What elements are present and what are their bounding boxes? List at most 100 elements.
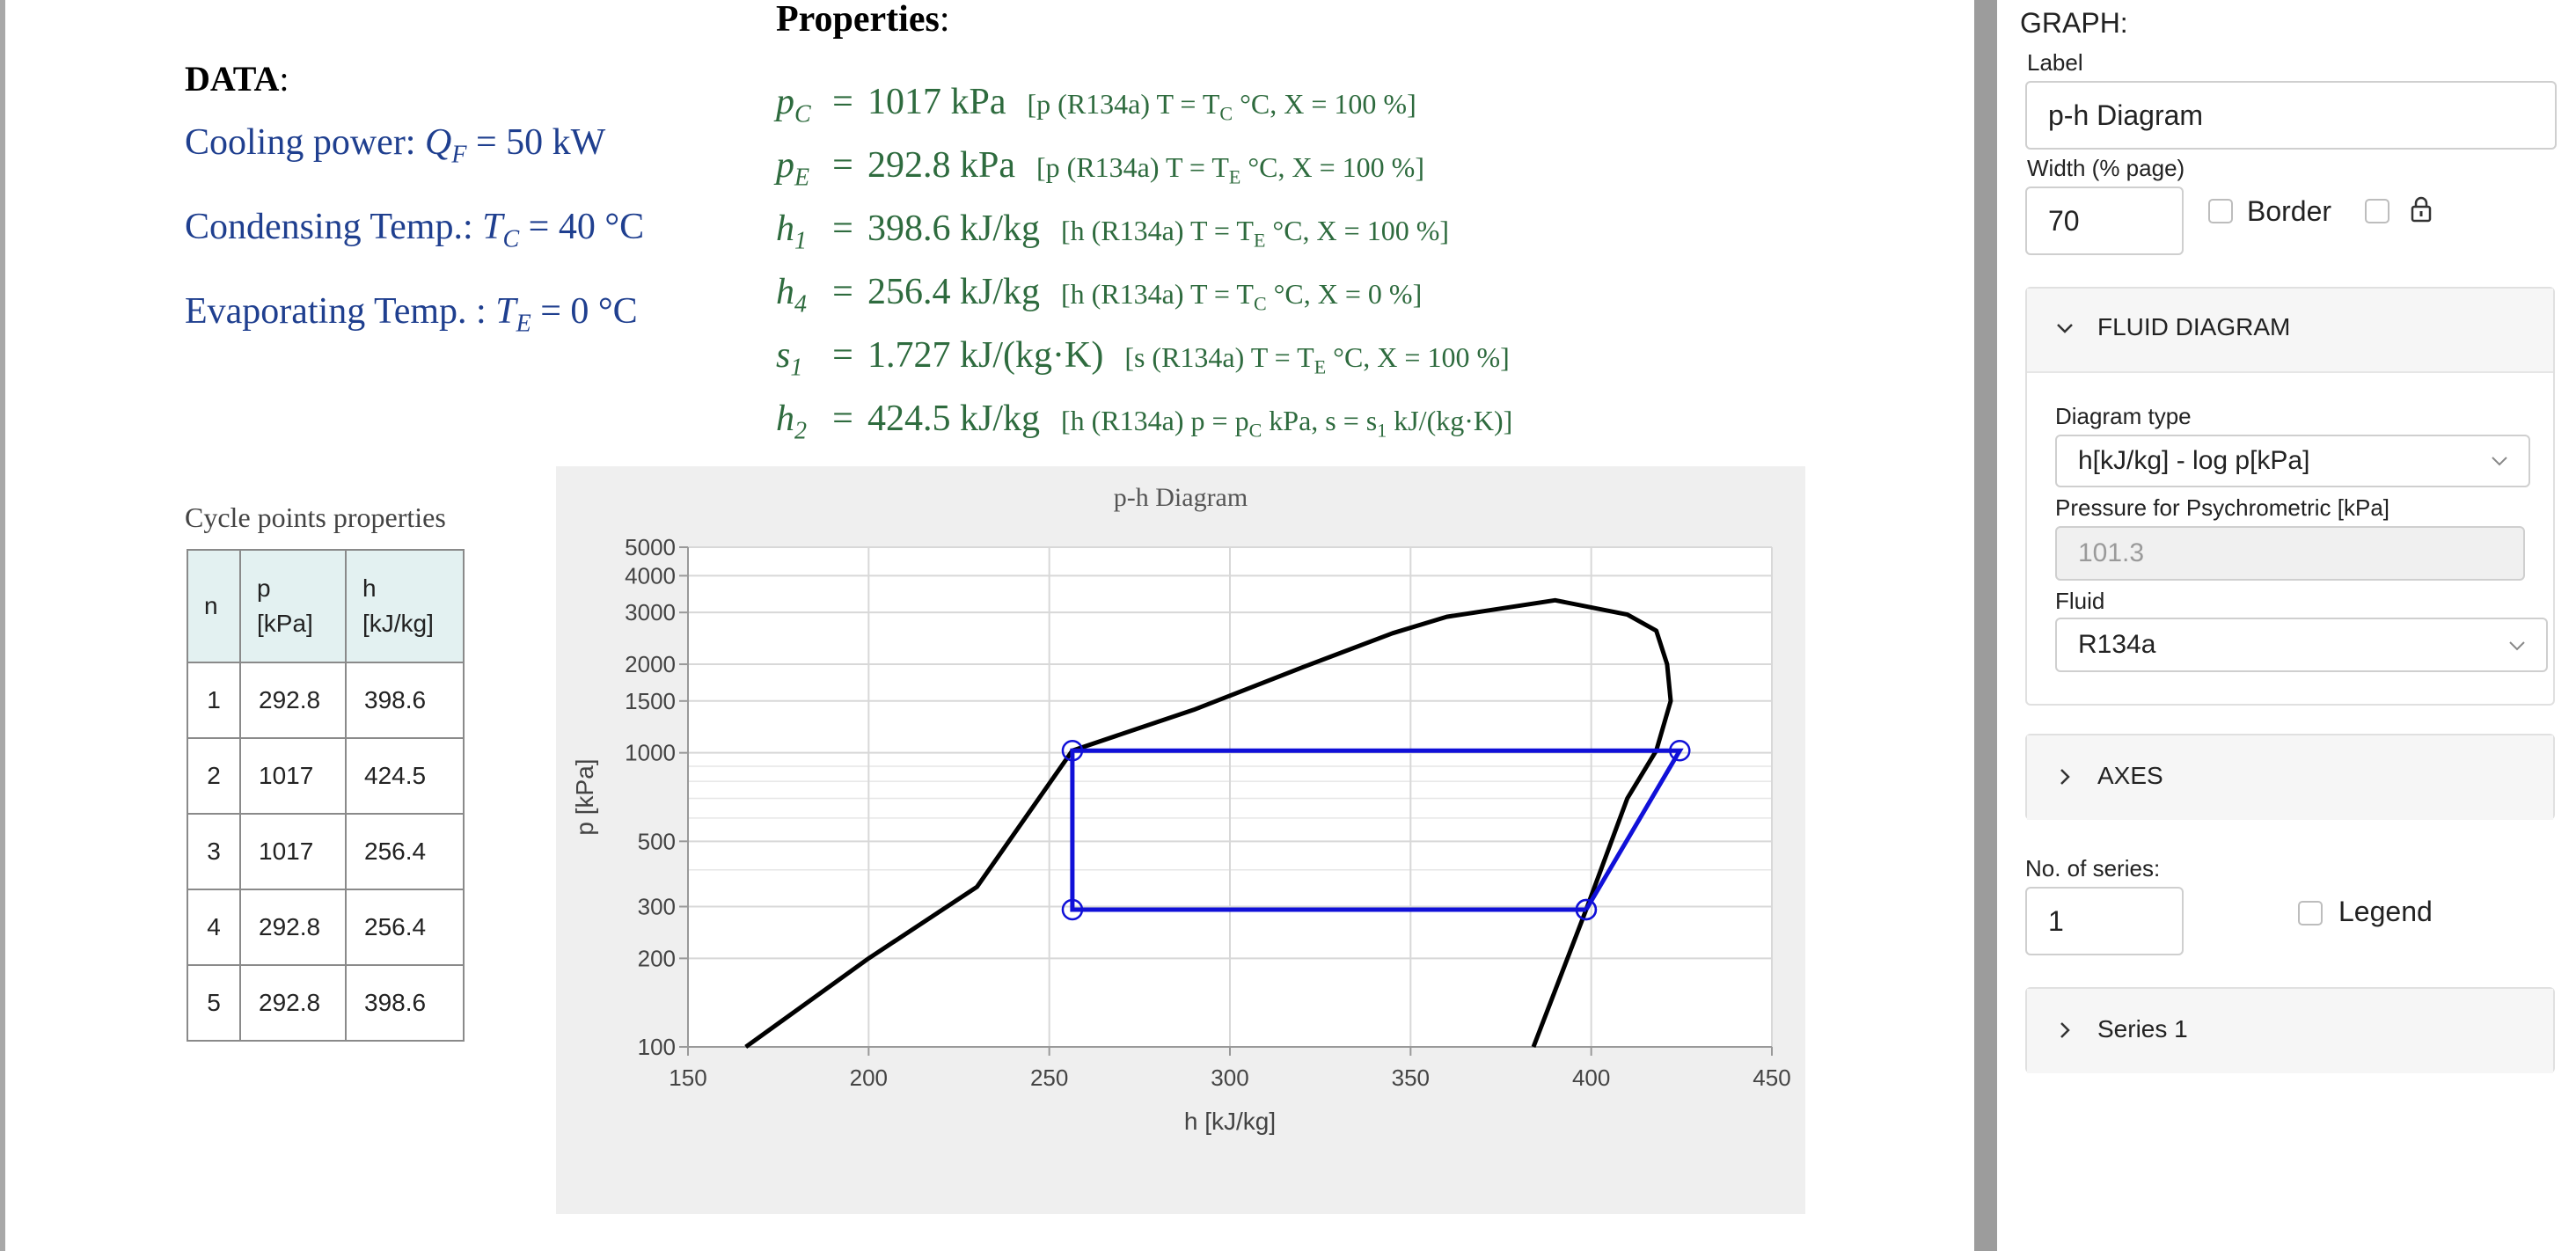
legend-label: Legend: [2338, 896, 2433, 927]
lock-icon: [2411, 196, 2432, 223]
y-tick-label: 300: [638, 893, 676, 919]
border-label: Border: [2247, 195, 2332, 227]
y-tick-label: 3000: [625, 599, 676, 626]
chevron-down-icon: [2509, 641, 2525, 651]
axes-panel[interactable]: [2025, 734, 2555, 820]
x-tick-label: 200: [850, 1064, 888, 1091]
condensing-temp-line: Condensing Temp.: TC = 40 °C: [185, 207, 645, 253]
cell-h: 398.6: [345, 964, 465, 1042]
y-axis-label: p [kPa]: [571, 758, 598, 835]
page-left-border: [0, 0, 5, 1251]
cell-n: 3: [187, 813, 241, 890]
cycle-point-marker: [1061, 739, 1084, 762]
cycle-point-marker: [1669, 739, 1691, 762]
axes-panel-header[interactable]: [2027, 735, 2553, 820]
pressure-caption: Pressure for Psychrometric [kPa]: [2055, 494, 2389, 521]
x-tick-label: 150: [669, 1064, 706, 1091]
fluid-diagram-panel-header[interactable]: [2027, 289, 2553, 373]
axes-panel-title: AXES: [2097, 762, 2163, 789]
header-h: h [kJ/kg]: [345, 549, 465, 663]
cell-h: 424.5: [345, 737, 465, 815]
property-h4: h4 = 256.4 kJ/kg [h (R134a) T = TC °C, X = …: [776, 272, 1423, 318]
evaporating-temp-line: Evaporating Temp. : TE = 0 °C: [185, 291, 638, 338]
x-tick-label: 350: [1392, 1064, 1430, 1091]
cell-p: 292.8: [239, 889, 347, 966]
fluid-caption: Fluid: [2055, 588, 2105, 614]
y-tick-label: 100: [638, 1034, 676, 1060]
ph-diagram-chart: 100 200 300 500 1000 1500 2000 3000 4000 5000 150 2…: [556, 466, 1805, 1214]
header-p: p [kPa]: [239, 549, 347, 663]
border-checkbox[interactable]: [2208, 199, 2233, 223]
width-input-value: 70: [2048, 204, 2080, 237]
table-row: 3 1017 256.4: [187, 813, 465, 890]
y-tick-label: 4000: [625, 562, 676, 589]
x-tick-label: 300: [1211, 1064, 1248, 1091]
saturation-dome-line: [744, 597, 1673, 1050]
series-1-panel[interactable]: [2025, 987, 2555, 1073]
y-tick-label: 2000: [625, 651, 676, 677]
table-caption: Cycle points properties: [185, 501, 446, 533]
chevron-down-icon: [2057, 324, 2073, 333]
cooling-power-line: Cooling power: QF = 50 kW: [185, 122, 606, 169]
header-n: n: [187, 549, 241, 663]
property-s1: s1 = 1.727 kJ/(kg·K) [s (R134a) T = TE °C, …: [776, 335, 1510, 382]
label-input[interactable]: p-h Diagram: [2025, 81, 2557, 150]
series-1-panel-title: Series 1: [2097, 1015, 2188, 1042]
properties-title: Properties:: [776, 0, 950, 40]
pressure-input-value: 101.3: [2078, 538, 2145, 567]
table-row: 5 292.8 398.6: [187, 964, 465, 1042]
data-heading: DATA:: [185, 59, 289, 99]
cell-h: 256.4: [345, 813, 465, 890]
diagram-type-value: h[kJ/kg] - log p[kPa]: [2078, 446, 2310, 475]
cycle-series-line: [1070, 748, 1684, 912]
width-input[interactable]: 70: [2025, 187, 2184, 255]
property-pc: pC = 1017 kPa [p (R134a) T = TC °C, X = 100…: [776, 82, 1416, 128]
label-input-value: p-h Diagram: [2048, 99, 2204, 131]
fluid-select-value: R134a: [2078, 630, 2156, 659]
graph-heading: GRAPH:: [2020, 7, 2128, 39]
diagram-type-caption: Diagram type: [2055, 403, 2192, 429]
x-tick-label: 450: [1753, 1064, 1790, 1091]
y-tick-label: 1500: [625, 688, 676, 714]
y-tick-label: 1000: [625, 740, 676, 766]
lock-checkbox[interactable]: [2365, 199, 2389, 223]
series-count-caption: No. of series:: [2025, 855, 2161, 882]
table-row: 2 1017 424.5: [187, 737, 465, 815]
diagram-type-select[interactable]: h[kJ/kg] - log p[kPa]: [2055, 435, 2530, 487]
cell-p: 292.8: [239, 964, 347, 1042]
fluid-select[interactable]: R134a: [2055, 618, 2548, 672]
y-tick-label: 200: [638, 945, 676, 971]
series-1-panel-header[interactable]: [2027, 989, 2553, 1073]
property-h2: h2 = 424.5 kJ/kg [h (R134a) p = pC kPa, s =…: [776, 399, 1513, 445]
width-caption: Width (% page): [2027, 155, 2185, 181]
cell-p: 1017: [239, 737, 347, 815]
cell-n: 5: [187, 964, 241, 1042]
cycle-points-table: n p [kPa] h [kJ/kg] 1 292.8 398.6 2 1017 424.5…: [187, 549, 465, 1042]
chevron-right-icon: [2060, 1022, 2070, 1038]
cell-n: 2: [187, 737, 241, 815]
panel-divider[interactable]: [1974, 0, 1997, 1251]
x-axis-label: h [kJ/kg]: [1184, 1108, 1276, 1135]
y-tick-label: 5000: [625, 534, 676, 560]
table-row: 4 292.8 256.4: [187, 889, 465, 966]
chevron-down-icon: [2492, 457, 2507, 466]
fluid-diagram-panel-title: FLUID DIAGRAM: [2097, 313, 2291, 340]
series-count-input[interactable]: 1: [2025, 887, 2184, 955]
chart-title: p-h Diagram: [1114, 483, 1248, 512]
label-caption: Label: [2027, 49, 2083, 76]
property-h1: h1 = 398.6 kJ/kg [h (R134a) T = TE °C, X = …: [776, 208, 1449, 255]
cell-n: 1: [187, 662, 241, 739]
cycle-point-marker: [1061, 898, 1084, 921]
series-count-value: 1: [2048, 904, 2064, 937]
table-row: 1 292.8 398.6: [187, 662, 465, 739]
cell-h: 398.6: [345, 662, 465, 739]
cell-p: 292.8: [239, 662, 347, 739]
cell-p: 1017: [239, 813, 347, 890]
cell-n: 4: [187, 889, 241, 966]
y-tick-label: 500: [638, 828, 676, 854]
x-tick-label: 250: [1030, 1064, 1068, 1091]
pressure-input[interactable]: 101.3: [2055, 526, 2525, 581]
legend-checkbox[interactable]: [2298, 901, 2323, 925]
x-tick-label: 400: [1572, 1064, 1610, 1091]
